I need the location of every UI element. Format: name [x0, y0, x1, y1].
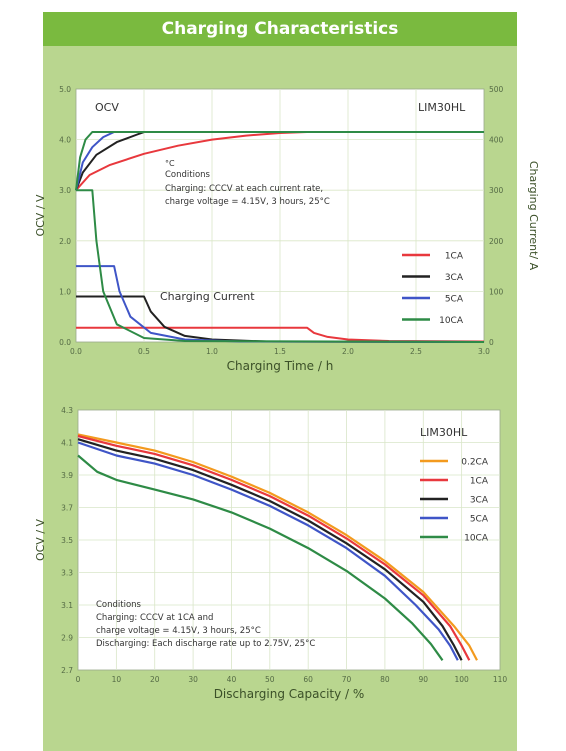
x-tick-label: 50 [265, 675, 275, 684]
panel-header: Charging Characteristics [43, 12, 517, 46]
y-tick-label: 0.0 [59, 338, 71, 347]
current-series-10CA [76, 189, 485, 343]
discharging-chart: 0 10 20 30 40 50 60 70 80 90 100 110 2.7 2.9 3.1 3.3 3.5… [34, 406, 507, 701]
model-label: LIM30HL [420, 426, 468, 439]
y2-tick-label: 500 [489, 85, 504, 94]
y-tick-label: 2.7 [61, 666, 73, 675]
x-tick-label: 2.0 [342, 347, 354, 356]
discharge-series-3CA [77, 438, 463, 661]
x-tick-label: 30 [188, 675, 198, 684]
y-tick-label: 3.9 [61, 471, 73, 480]
y-tick-label: 3.1 [61, 601, 73, 610]
y-tick-label: 3.5 [61, 536, 73, 545]
x-tick-label: 40 [227, 675, 237, 684]
x-axis-label: Charging Time / h [227, 359, 334, 373]
discharge-series-0.2CA [77, 433, 478, 661]
x-tick-label: 0.5 [138, 347, 150, 356]
model-label: LIM30HL [418, 101, 466, 114]
y-tick-label: 2.0 [59, 237, 71, 246]
legend-label: 10CA [439, 316, 464, 326]
y-tick-label: 1.0 [59, 287, 71, 296]
legend-label: 1CA [445, 252, 464, 262]
discharge-series-1CA [77, 434, 471, 661]
discharge-series-5CA [77, 441, 459, 661]
legend-label: 5CA [470, 515, 489, 525]
y2-tick-label: 400 [489, 136, 504, 145]
y-tick-label: 4.3 [61, 406, 73, 415]
y2-tick-label: 200 [489, 237, 504, 246]
voltage-series-10CA [75, 131, 484, 191]
y-axis-label: OCV / V [34, 518, 47, 561]
unit-note: °C [165, 159, 175, 168]
legend-label: 0.2CA [461, 458, 489, 468]
conditions-title: Conditions [96, 600, 142, 610]
y-tick-label: 3.7 [61, 504, 73, 513]
x-tick-label: 100 [454, 675, 469, 684]
x-tick-label: 2.5 [410, 347, 422, 356]
x-tick-label: 1.0 [206, 347, 218, 356]
charging-current-label: Charging Current [160, 290, 255, 303]
conditions-line: Discharging: Each discharge rate up to 2… [96, 639, 315, 649]
x-tick-label: 60 [303, 675, 313, 684]
x-tick-label: 0 [76, 675, 81, 684]
x-tick-label: 1.5 [274, 347, 286, 356]
discharge-series-10CA [77, 454, 444, 661]
y-tick-label: 2.9 [61, 634, 73, 643]
legend-label: 10CA [464, 534, 489, 544]
x-tick-label: 0.0 [70, 347, 82, 356]
conditions-title: Conditions [165, 170, 211, 180]
x-tick-label: 70 [342, 675, 352, 684]
y-tick-label: 4.1 [61, 439, 73, 448]
conditions-line: Charging: CCCV at 1CA and [96, 613, 213, 623]
y-tick-label: 3.3 [61, 569, 73, 578]
y-tick-label: 4.0 [59, 136, 71, 145]
legend-label: 1CA [470, 477, 489, 487]
x-tick-label: 90 [418, 675, 428, 684]
y-axis-label: OCV / V [34, 194, 47, 237]
y-tick-label: 5.0 [59, 85, 71, 94]
conditions-line: charge voltage = 4.15V, 3 hours, 25°C [96, 626, 261, 636]
y2-tick-label: 300 [489, 186, 504, 195]
x-tick-label: 80 [380, 675, 390, 684]
x-axis-label: Discharging Capacity / % [214, 687, 365, 701]
y2-axis-label: Charging Current/ A [527, 161, 540, 271]
charging-chart: 0.0 0.5 1.0 1.5 2.0 2.5 3.0 0.0 1.0 2.0 3.0 4.0 5.0 0… [34, 85, 540, 373]
conditions-line: charge voltage = 4.15V, 3 hours, 25°C [165, 197, 330, 207]
conditions-line: Charging: CCCV at each current rate, [165, 184, 323, 194]
legend-label: 3CA [470, 496, 489, 506]
y-tick-label: 3.0 [59, 186, 71, 195]
x-tick-label: 20 [150, 675, 160, 684]
x-tick-label: 3.0 [478, 347, 490, 356]
legend-label: 5CA [445, 295, 464, 305]
x-tick-label: 110 [493, 675, 508, 684]
x-tick-label: 10 [112, 675, 122, 684]
y2-tick-label: 100 [489, 287, 504, 296]
legend-label: 3CA [445, 273, 464, 283]
ocv-label: OCV [95, 101, 119, 114]
y2-tick-label: 0 [489, 338, 494, 347]
